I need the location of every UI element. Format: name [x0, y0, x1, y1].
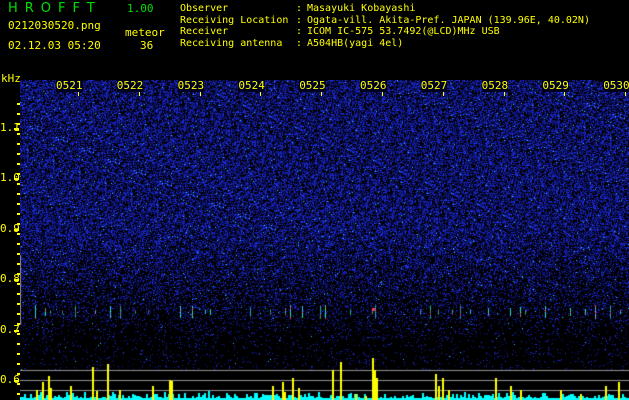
freq-minor-tick [17, 353, 20, 355]
freq-minor-tick [17, 373, 20, 375]
time-tick-label: 0524 [238, 79, 265, 92]
freq-minor-tick [17, 103, 20, 105]
freq-minor-tick [17, 123, 20, 125]
info-colon: : [296, 37, 303, 49]
freq-tick [14, 329, 19, 332]
time-tick [625, 92, 627, 96]
time-tick-label: 0529 [542, 79, 569, 92]
time-tick-label: 0528 [481, 79, 509, 92]
freq-minor-tick [17, 193, 20, 195]
freq-minor-tick [17, 273, 20, 275]
time-tick [503, 92, 505, 96]
spectrogram [20, 80, 629, 400]
freq-tick [14, 279, 19, 282]
freq-tick-label: 0.6 [0, 373, 20, 386]
freq-minor-tick [17, 343, 20, 345]
freq-tick [14, 380, 19, 382]
freq-minor-tick [17, 323, 20, 325]
time-tick [442, 92, 444, 96]
freq-tick-label: 0.7 [0, 322, 20, 336]
freq-minor-tick [17, 283, 20, 285]
meteor-label: meteor [125, 26, 165, 39]
info-label: Receiving antenna [180, 37, 283, 49]
freq-minor-tick [17, 363, 20, 365]
freq-minor-tick [17, 383, 20, 385]
time-tick [564, 92, 566, 96]
time-tick-label: 0530 [603, 79, 629, 92]
freq-tick-label: 0.9 [0, 221, 20, 235]
info-value: A504HB(yagi 4el) [307, 37, 404, 49]
info-label: Observer [180, 3, 229, 14]
time-tick [138, 92, 140, 96]
freq-minor-tick [17, 173, 20, 175]
time-tick-label: 0523 [177, 79, 205, 92]
freq-minor-tick [17, 213, 20, 215]
time-tick [321, 92, 323, 96]
freq-minor-tick [17, 233, 20, 235]
freq-minor-tick [17, 263, 20, 265]
time-tick-label: 0527 [420, 79, 448, 92]
freq-tick [14, 128, 19, 130]
info-value: Masayuki Kobayashi [307, 3, 416, 14]
freq-minor-tick [17, 393, 20, 395]
info-colon: : [296, 14, 303, 26]
freq-tick-label: 1.1 [0, 121, 20, 134]
info-value: Ogata-vill. Akita-Pref. JAPAN (139.96E, … [307, 14, 590, 26]
freq-minor-tick [17, 113, 20, 115]
unit-label: kHz [1, 72, 21, 85]
info-label: Receiving Location [180, 14, 289, 26]
time-tick [78, 92, 79, 96]
info-label: Receiver [180, 26, 229, 37]
info-value: ICOM IC-575 53.7492(@LCD)MHz USB [307, 26, 500, 37]
time-tick [260, 92, 262, 96]
meteor-count: 36 [140, 39, 154, 52]
freq-tick [14, 178, 19, 181]
info-colon: : [296, 26, 303, 37]
freq-minor-tick [17, 253, 20, 255]
freq-minor-tick [17, 313, 20, 315]
file-datetime: 02.12.03 05:20 [8, 39, 101, 52]
freq-minor-tick [17, 293, 20, 295]
time-tick-label: 0522 [116, 79, 144, 92]
freq-minor-tick [17, 153, 20, 155]
time-tick-label: 0521 [56, 79, 83, 92]
freq-minor-tick [17, 163, 20, 165]
freq-minor-tick [17, 183, 20, 185]
freq-minor-tick [17, 303, 20, 305]
freq-tick-label: 1.0 [0, 171, 20, 185]
app-title: HROFFT [8, 1, 102, 16]
info-colon: : [296, 3, 303, 14]
time-tick [199, 92, 201, 96]
time-tick-label: 0526 [360, 79, 387, 92]
freq-tick [14, 228, 19, 231]
freq-minor-tick [17, 203, 20, 205]
freq-minor-tick [17, 223, 20, 225]
freq-minor-tick [17, 243, 20, 245]
app-version: 1.00 [127, 2, 154, 15]
freq-minor-tick [17, 133, 20, 135]
time-tick-label: 0525 [299, 79, 326, 92]
freq-minor-tick [17, 333, 20, 335]
time-tick [382, 92, 383, 96]
file-name: 0212030520.png [8, 19, 101, 32]
freq-tick-label: 0.8 [0, 272, 20, 286]
freq-minor-tick [17, 143, 20, 145]
